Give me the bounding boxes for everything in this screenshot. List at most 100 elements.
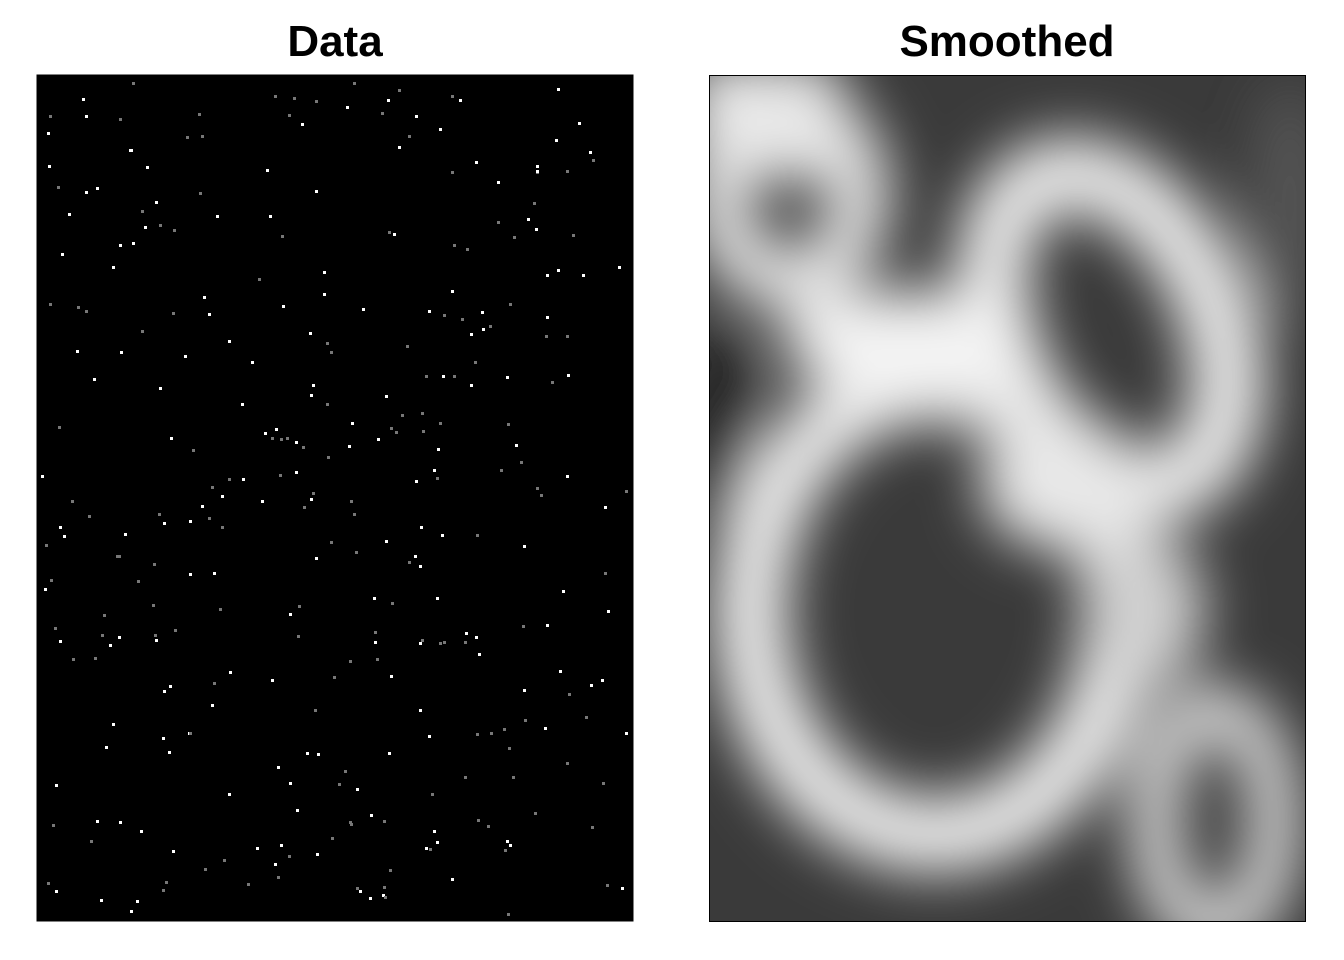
data-point [49,115,52,118]
data-point [466,248,469,251]
data-point [439,642,442,645]
data-point [522,625,525,628]
data-point [162,889,165,892]
data-point [323,271,326,274]
data-point [298,605,301,608]
data-point [59,640,62,643]
data-point [208,313,211,316]
data-point [315,100,318,103]
data-point [293,97,296,100]
data-point [280,844,283,847]
data-point [132,242,135,245]
data-point [436,597,439,600]
data-point [221,526,224,529]
data-point [118,555,121,558]
data-point [464,776,467,779]
data-point [49,303,52,306]
data-point [101,634,104,637]
data-points [41,82,628,916]
data-point [312,384,315,387]
data-point [591,826,594,829]
data-point [545,335,548,338]
data-point [186,136,189,139]
data-point [465,632,468,635]
data-point [85,191,88,194]
data-point [546,624,549,627]
panel-frame [709,75,1306,922]
data-point [216,215,219,218]
data-point [241,403,244,406]
data-point [356,788,359,791]
data-point [201,505,204,508]
data-point [433,830,436,833]
data-point [487,825,490,828]
data-point [323,293,326,296]
data-point [415,115,418,118]
data-point [173,229,176,232]
data-point [154,634,157,637]
data-point [141,330,144,333]
data-point [282,305,285,308]
data-point [382,894,385,897]
data-point [120,351,123,354]
data-point [306,752,309,755]
data-point [390,675,393,678]
data-point [544,727,547,730]
data-point [41,475,44,478]
data-point [223,859,226,862]
data-point [369,897,372,900]
data-point [346,106,349,109]
data-point [297,635,300,638]
data-point [228,793,231,796]
data-point [198,113,201,116]
data-point [172,850,175,853]
data-point [213,572,216,575]
data-point [506,376,509,379]
data-point [96,820,99,823]
data-point [52,824,55,827]
data-point [436,841,439,844]
data-point [618,266,621,269]
data-point [470,333,473,336]
data-point [174,629,177,632]
data-point [453,244,456,247]
data-point [359,890,362,893]
data-point [124,533,127,536]
data-point [475,636,478,639]
data-point [384,896,387,899]
data-point [490,732,493,735]
data-point [489,325,492,328]
data-point [590,684,593,687]
data-point [288,855,291,858]
data-point [592,159,595,162]
data-point [625,490,628,493]
data-point [536,170,539,173]
data-point [153,563,156,566]
data-point [527,218,530,221]
data-point [451,878,454,881]
data-point [330,351,333,354]
data-point [281,235,284,238]
data-point [536,165,539,168]
data-point [451,95,454,98]
data-point [203,296,206,299]
data-point [523,545,526,548]
data-point [437,448,440,451]
data-point [141,210,144,213]
data-point [116,555,119,558]
data-point [451,171,454,174]
data-point [482,328,485,331]
data-point [93,378,96,381]
data-point [118,636,121,639]
data-point [189,732,192,735]
data-point [459,99,462,102]
data-point [439,128,442,131]
data-point [155,201,158,204]
data-point [136,900,139,903]
data-point [55,890,58,893]
data-point [333,676,336,679]
data-point [274,95,277,98]
data-point [68,213,71,216]
data-point [515,444,518,447]
data-point [355,551,358,554]
